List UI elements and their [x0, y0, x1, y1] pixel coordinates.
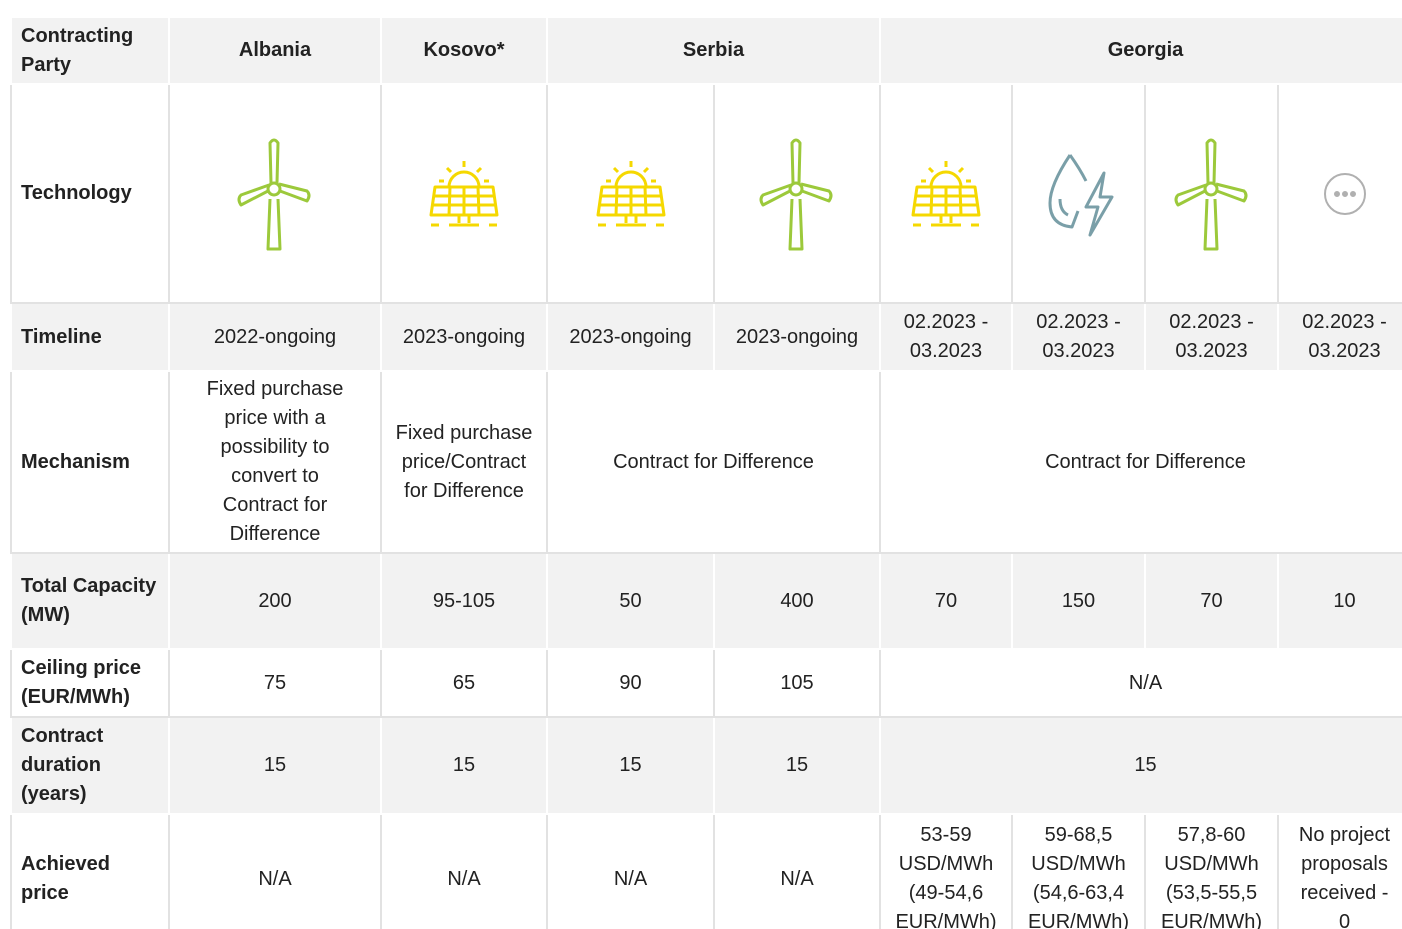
timeline-row: Timeline 2022-ongoing 2023-ongoing 2023-…: [10, 302, 1402, 372]
row-label: Technology: [10, 83, 170, 304]
cell: [1276, 83, 1402, 304]
solar-icon: [596, 159, 665, 226]
duration-row: Contract duration (years) 15 15 15 15 15: [10, 716, 1402, 815]
cell: 02.2023 - 03.2023: [1276, 302, 1402, 372]
row-label: Contract duration (years): [10, 716, 170, 815]
hydro-icon: [1048, 153, 1113, 236]
cell: Fixed purchase price/Contract for Differ…: [380, 370, 548, 554]
wind-icon: [759, 138, 833, 250]
cell: 90: [546, 648, 715, 718]
cell: 53-59 USD/MWh (49-54,6 EUR/MWh): [879, 813, 1013, 929]
cell: N/A: [380, 813, 548, 929]
header-row: Contracting Party Albania Kosovo* Serbia…: [10, 16, 1402, 85]
cell: [380, 83, 548, 304]
cell: 65: [380, 648, 548, 718]
achieved-row: Achieved price N/A N/A N/A N/A 53-59 USD…: [10, 813, 1402, 929]
cell: 95-105: [380, 552, 548, 650]
cell: 2023-ongoing: [713, 302, 881, 372]
cell: 15: [168, 716, 382, 815]
cell: [713, 83, 881, 304]
wind-icon: [1174, 138, 1247, 250]
cell: [546, 83, 715, 304]
cell: Fixed purchase price with a possibility …: [168, 370, 382, 554]
row-label: Mechanism: [10, 370, 170, 554]
cell: 02.2023 - 03.2023: [879, 302, 1013, 372]
row-label: Total Capacity (MW): [10, 552, 170, 650]
cell: 15: [380, 716, 548, 815]
row-label: Achieved price: [10, 813, 170, 929]
ceiling-row: Ceiling price (EUR/MWh) 75 65 90 105 N/A: [10, 648, 1402, 718]
row-label: Ceiling price (EUR/MWh): [10, 648, 170, 718]
solar-icon: [429, 159, 499, 226]
technology-row: Technology: [10, 83, 1402, 304]
cell: [168, 83, 382, 304]
cell: 75: [168, 648, 382, 718]
cell: 70: [1144, 552, 1279, 650]
cell: 150: [1011, 552, 1146, 650]
header-cell: Kosovo*: [380, 16, 548, 85]
capacity-row: Total Capacity (MW) 200 95-105 50 400 70…: [10, 552, 1402, 650]
wind-icon: [237, 138, 311, 250]
cell: 2023-ongoing: [380, 302, 548, 372]
table-container: Contracting Party Albania Kosovo* Serbia…: [10, 16, 1402, 929]
cell: [879, 83, 1013, 304]
cell: 105: [713, 648, 881, 718]
table: Contracting Party Albania Kosovo* Serbia…: [10, 16, 1402, 929]
cell: N/A: [878, 648, 1402, 718]
cell: 02.2023 - 03.2023: [1011, 302, 1146, 372]
row-label: Timeline: [10, 302, 170, 372]
cell: [1144, 83, 1279, 304]
solar-icon: [911, 159, 981, 226]
more-icon: [1323, 172, 1366, 215]
cell: 15: [878, 716, 1402, 815]
cell: 15: [546, 716, 715, 815]
cell: 200: [168, 552, 382, 650]
cell: 57,8-60 USD/MWh (53,5-55,5 EUR/MWh): [1144, 813, 1279, 929]
cell: 400: [713, 552, 881, 650]
cell: 70: [879, 552, 1013, 650]
header-cell: Contracting Party: [10, 16, 170, 85]
cell: 15: [713, 716, 881, 815]
cell: 2022-ongoing: [168, 302, 382, 372]
header-cell: Serbia: [546, 16, 881, 85]
cell: N/A: [713, 813, 881, 929]
cell: No project proposals received - 0: [1276, 813, 1402, 929]
cell: 02.2023 - 03.2023: [1144, 302, 1279, 372]
cell: 50: [546, 552, 715, 650]
cell: [1011, 83, 1146, 304]
cell: 59-68,5 USD/MWh (54,6-63,4 EUR/MWh): [1011, 813, 1146, 929]
cell: Contract for Difference: [546, 370, 881, 554]
cell: N/A: [168, 813, 382, 929]
cell: N/A: [546, 813, 715, 929]
header-cell: Georgia: [878, 16, 1402, 85]
cell: 10: [1276, 552, 1402, 650]
cell: Contract for Difference: [878, 370, 1402, 554]
cell: 2023-ongoing: [546, 302, 715, 372]
header-cell: Albania: [168, 16, 382, 85]
mechanism-row: Mechanism Fixed purchase price with a po…: [10, 370, 1402, 554]
